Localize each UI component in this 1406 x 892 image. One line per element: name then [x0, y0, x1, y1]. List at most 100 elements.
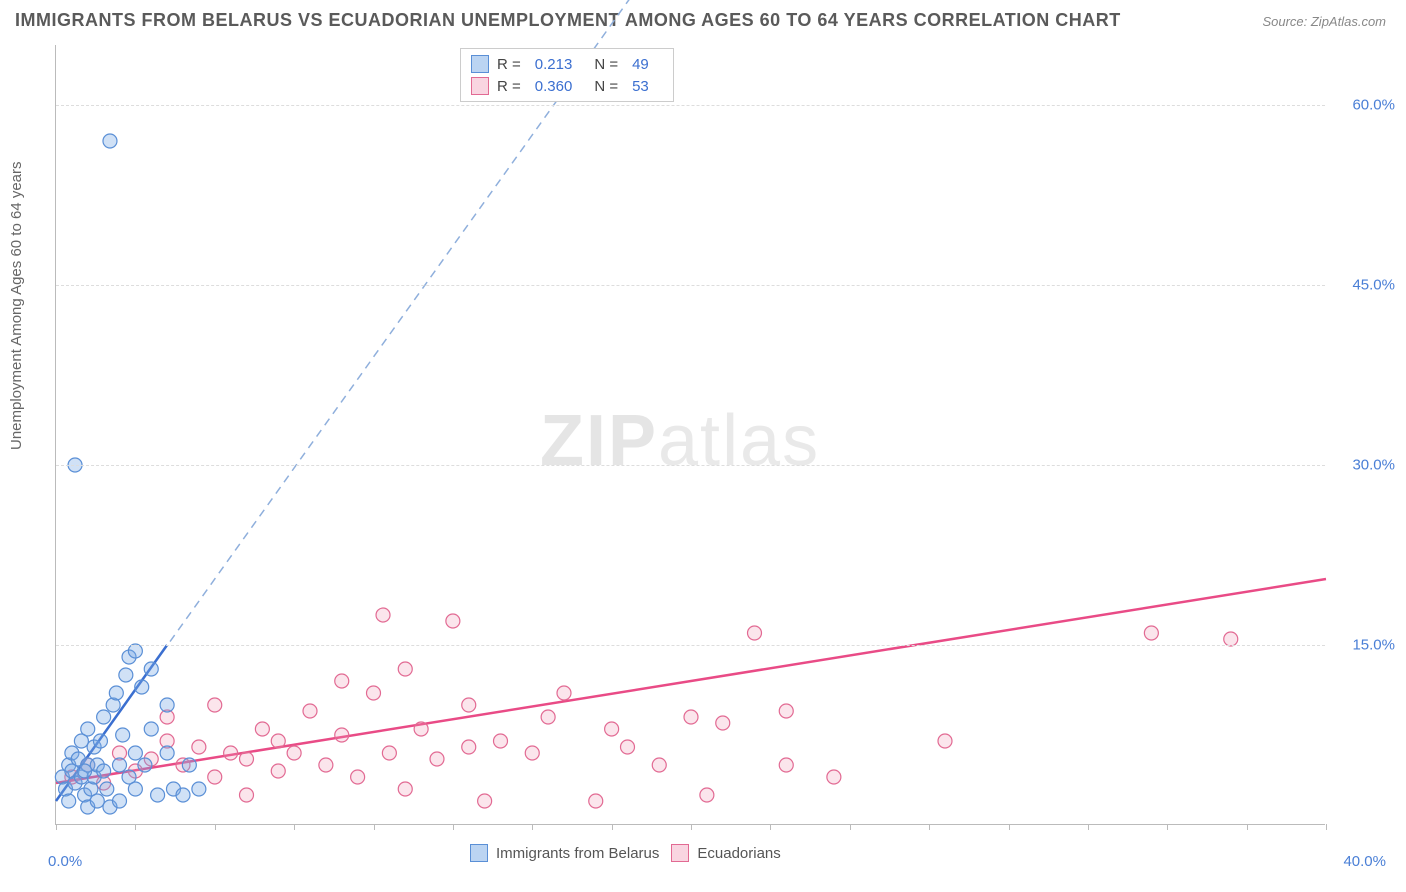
series-legend-item: Ecuadorians	[671, 844, 780, 862]
r-label: R =	[497, 78, 521, 95]
data-point	[605, 722, 619, 736]
stats-legend-row: R = 0.213 N = 49	[471, 53, 663, 75]
y-tick-label: 45.0%	[1352, 277, 1395, 294]
r-value: 0.213	[535, 56, 573, 73]
data-point	[621, 740, 635, 754]
data-point	[144, 722, 158, 736]
legend-swatch	[671, 844, 689, 862]
data-point	[494, 734, 508, 748]
data-point	[335, 674, 349, 688]
gridline	[56, 645, 1325, 646]
x-tick	[1009, 824, 1010, 830]
r-value: 0.360	[535, 78, 573, 95]
data-point	[541, 710, 555, 724]
data-point	[113, 758, 127, 772]
data-point	[160, 698, 174, 712]
data-point	[287, 746, 301, 760]
data-point	[367, 686, 381, 700]
x-tick	[1247, 824, 1248, 830]
x-tick	[1326, 824, 1327, 830]
stats-legend: R = 0.213 N = 49 R = 0.360 N = 53	[460, 48, 674, 102]
trend-line	[56, 0, 691, 801]
data-point	[398, 782, 412, 796]
n-value: 49	[632, 56, 649, 73]
data-point	[176, 788, 190, 802]
x-tick	[929, 824, 930, 830]
r-label: R =	[497, 56, 521, 73]
data-point	[938, 734, 952, 748]
x-tick	[453, 824, 454, 830]
data-point	[240, 788, 254, 802]
data-point	[93, 734, 107, 748]
data-point	[446, 614, 460, 628]
data-point	[208, 770, 222, 784]
x-tick	[1088, 824, 1089, 830]
data-point	[462, 740, 476, 754]
x-origin-label: 0.0%	[48, 853, 82, 870]
n-label: N =	[594, 56, 618, 73]
data-point	[351, 770, 365, 784]
data-point	[160, 746, 174, 760]
data-point	[557, 686, 571, 700]
legend-swatch	[471, 77, 489, 95]
data-point	[462, 698, 476, 712]
x-tick	[691, 824, 692, 830]
x-tick	[215, 824, 216, 830]
data-point	[684, 710, 698, 724]
legend-swatch	[471, 55, 489, 73]
n-value: 53	[632, 78, 649, 95]
data-point	[208, 698, 222, 712]
x-tick	[1167, 824, 1168, 830]
series-legend-label: Ecuadorians	[697, 845, 780, 862]
data-point	[113, 794, 127, 808]
y-axis-label: Unemployment Among Ages 60 to 64 years	[8, 161, 25, 450]
x-tick	[532, 824, 533, 830]
data-point	[103, 134, 117, 148]
x-max-label: 40.0%	[1343, 853, 1386, 870]
data-point	[97, 764, 111, 778]
data-point	[135, 680, 149, 694]
data-point	[192, 740, 206, 754]
data-point	[90, 794, 104, 808]
gridline	[56, 105, 1325, 106]
y-tick-label: 60.0%	[1352, 97, 1395, 114]
data-point	[1144, 626, 1158, 640]
scatter-svg	[56, 45, 1325, 824]
data-point	[700, 788, 714, 802]
data-point	[119, 668, 133, 682]
data-point	[144, 662, 158, 676]
data-point	[128, 746, 142, 760]
data-point	[128, 782, 142, 796]
data-point	[319, 758, 333, 772]
data-point	[192, 782, 206, 796]
gridline	[56, 285, 1325, 286]
data-point	[100, 782, 114, 796]
data-point	[97, 710, 111, 724]
data-point	[151, 788, 165, 802]
data-point	[271, 764, 285, 778]
gridline	[56, 465, 1325, 466]
data-point	[255, 722, 269, 736]
data-point	[62, 794, 76, 808]
data-point	[398, 662, 412, 676]
x-tick	[770, 824, 771, 830]
data-point	[382, 746, 396, 760]
data-point	[335, 728, 349, 742]
data-point	[116, 728, 130, 742]
x-tick	[612, 824, 613, 830]
data-point	[748, 626, 762, 640]
x-tick	[374, 824, 375, 830]
stats-legend-row: R = 0.360 N = 53	[471, 75, 663, 97]
data-point	[525, 746, 539, 760]
data-point	[478, 794, 492, 808]
data-point	[430, 752, 444, 766]
data-point	[109, 686, 123, 700]
data-point	[303, 704, 317, 718]
legend-swatch	[470, 844, 488, 862]
n-label: N =	[594, 78, 618, 95]
data-point	[224, 746, 238, 760]
plot-area: 15.0%30.0%45.0%60.0%	[55, 45, 1325, 825]
data-point	[138, 758, 152, 772]
chart-title: IMMIGRANTS FROM BELARUS VS ECUADORIAN UN…	[15, 10, 1121, 31]
data-point	[652, 758, 666, 772]
